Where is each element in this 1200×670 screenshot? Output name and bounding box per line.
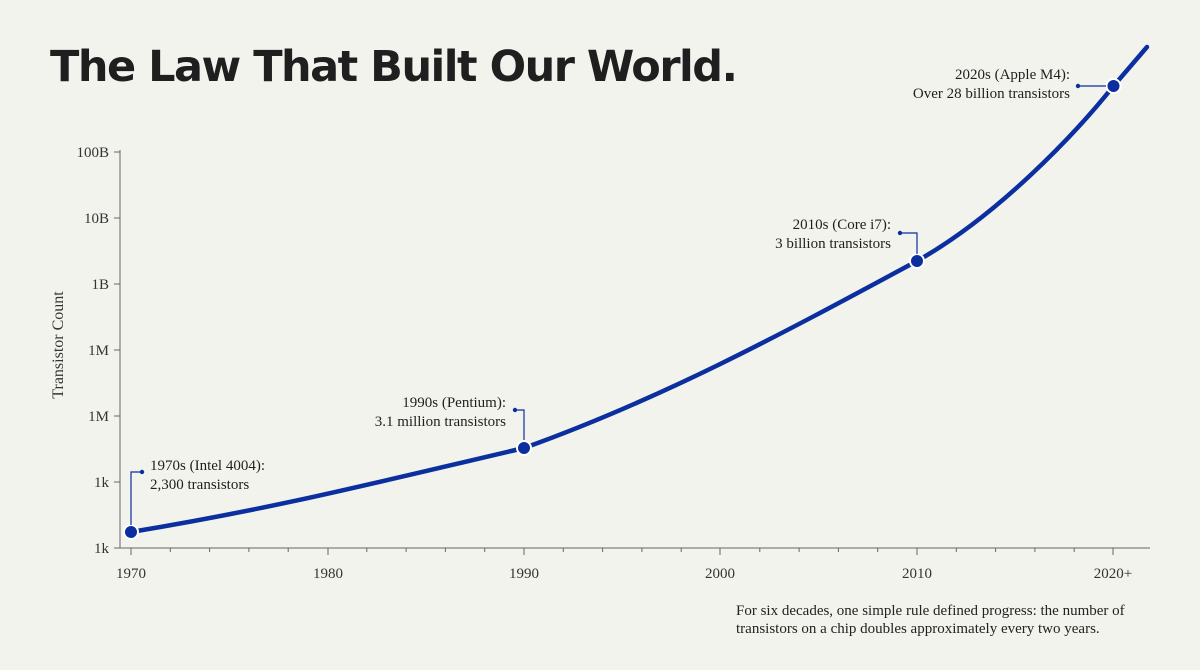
annotations: 1970s (Intel 4004): 2,300 transistors 1990… [130, 67, 1106, 525]
annotation-leader [130, 471, 142, 525]
y-tick-label: 10B [84, 211, 109, 227]
data-point [516, 440, 532, 456]
y-axis-title: Transistor Count [50, 291, 67, 399]
axes: 1k 1k 1M 1M 1B 10B 100B 1970 1980 1990 2000 2010 202… [50, 145, 1150, 582]
data-point [123, 524, 139, 540]
growth-curve-layer [123, 44, 1150, 540]
annotation-title: 2010s (Core i7): [793, 217, 891, 233]
y-tick-label: 1k [94, 475, 110, 491]
series-line [128, 44, 1150, 535]
annotation-dot [1075, 83, 1081, 89]
y-tick-label: 100B [76, 145, 109, 161]
annotation-title: 2020s (Apple M4): [955, 67, 1070, 83]
data-point [909, 253, 925, 269]
annotation-text: Over 28 billion transistors [913, 86, 1070, 102]
annotation-title: 1970s (Intel 4004): [150, 458, 265, 474]
annotation-dot [139, 469, 145, 475]
x-tick-label: 1990 [509, 566, 539, 582]
footnote: For six decades, one simple rule defined… [736, 603, 1125, 637]
annotation-dot [512, 407, 518, 413]
annotation-text: 2,300 transistors [150, 477, 249, 493]
x-tick-label: 2010 [902, 566, 932, 582]
y-tick-label: 1M [88, 409, 109, 425]
annotation-text: 3.1 million transistors [375, 414, 506, 430]
x-tick-label: 2020+ [1094, 566, 1132, 582]
x-tick-label: 1970 [116, 566, 146, 582]
x-tick-label: 2000 [705, 566, 735, 582]
data-point [1105, 78, 1122, 94]
y-tick-label: 1B [91, 277, 109, 293]
page-title: The Law That Built Our World. [50, 42, 738, 92]
annotation-dot [897, 230, 903, 236]
annotation-text: 3 billion transistors [775, 236, 891, 252]
annotation-leader [900, 232, 918, 254]
y-tick-label: 1k [94, 541, 110, 557]
y-tick-label: 1M [88, 343, 109, 359]
annotation-leader [515, 409, 525, 440]
annotation-title: 1990s (Pentium): [402, 395, 506, 411]
x-tick-label: 1980 [313, 566, 343, 582]
